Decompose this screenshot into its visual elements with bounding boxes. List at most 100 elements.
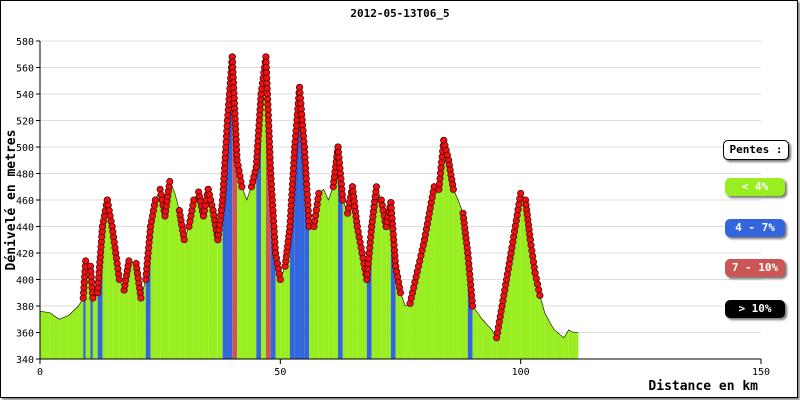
profile-segment: [376, 186, 382, 359]
y-axis-label: Dénivelé en metres: [4, 130, 19, 271]
profile-segment: [554, 329, 564, 359]
profile-segment: [448, 160, 454, 359]
profile-segment: [487, 324, 492, 359]
profile-segment: [410, 239, 425, 359]
profile-segment: [342, 200, 348, 359]
legend-title: Pentes :: [723, 140, 789, 160]
profile-segment: [381, 200, 387, 359]
data-point: [115, 275, 123, 284]
profile-segment: [568, 329, 574, 359]
y-tick-label: 400: [16, 276, 34, 287]
profile-segment: [563, 329, 569, 359]
profile-segment: [280, 266, 286, 359]
profile-segment: [184, 226, 190, 359]
profile-segment: [203, 189, 209, 359]
profile-segment: [169, 181, 175, 359]
profile-segment: [309, 226, 314, 359]
y-tick-label: 440: [16, 223, 34, 234]
data-point: [315, 189, 323, 197]
data-point: [276, 275, 284, 284]
profile-segment: [472, 306, 478, 359]
profile-segment: [237, 160, 242, 359]
y-tick-label: 580: [16, 37, 34, 48]
x-tick-label: 150: [752, 367, 770, 378]
x-tick-label: 100: [512, 367, 530, 378]
chart-title: 2012-05-13T06_5: [350, 7, 449, 20]
profile-segment: [347, 186, 353, 359]
profile-segment: [164, 181, 170, 359]
profile-segment: [313, 193, 319, 359]
profile-segment: [119, 279, 125, 359]
profile-segment: [333, 147, 339, 359]
data-point: [396, 289, 405, 297]
y-tick-label: 380: [16, 302, 34, 313]
profile-segment: [261, 56, 266, 360]
data-point: [166, 177, 174, 186]
profile-segment: [155, 189, 161, 359]
profile-segment: [193, 192, 199, 359]
y-tick-label: 560: [16, 64, 34, 75]
profile-segment: [92, 292, 98, 359]
data-point: [82, 257, 90, 265]
data-point: [469, 302, 477, 310]
data-point: [89, 294, 97, 302]
profile-segment: [405, 303, 411, 359]
x-tick-label: 50: [274, 367, 286, 378]
y-tick-label: 340: [16, 355, 34, 366]
data-point: [151, 196, 159, 204]
data-point: [372, 183, 381, 191]
profile-segment: [323, 189, 329, 359]
profile-segment: [443, 140, 449, 359]
profile-segment: [198, 192, 204, 359]
profile-segment: [544, 312, 550, 359]
legend-item-7-10: 7 - 10%: [725, 259, 785, 277]
profile-segment: [68, 306, 79, 359]
profile-segment: [328, 186, 334, 359]
data-point: [536, 291, 544, 299]
data-point: [339, 196, 347, 204]
x-axis-label: Distance en km: [648, 379, 758, 394]
profile-segment: [458, 200, 463, 359]
profile-segment: [107, 200, 113, 359]
profile-segment: [208, 189, 214, 359]
profile-segment: [386, 202, 391, 359]
y-tick-label: 500: [16, 143, 34, 154]
profile-segment: [160, 189, 165, 359]
profile-segment: [78, 298, 84, 359]
profile-segment: [241, 186, 247, 359]
y-tick-label: 520: [16, 117, 34, 128]
profile-segment: [438, 140, 444, 359]
profile-segment: [520, 193, 526, 359]
y-tick-label: 460: [16, 196, 34, 207]
profile-segment: [482, 319, 488, 359]
y-tick-label: 480: [16, 170, 34, 181]
profile-segment: [573, 332, 579, 359]
profile-segment: [434, 186, 439, 359]
profile-segment: [189, 200, 194, 359]
data-point: [125, 257, 133, 265]
x-tick-label: 0: [37, 367, 43, 378]
profile-segment: [128, 260, 137, 359]
profile-segment: [549, 321, 555, 359]
profile-segment: [511, 193, 521, 359]
data-point: [190, 196, 198, 204]
data-point: [449, 185, 457, 193]
data-point: [238, 183, 246, 191]
profile-segment: [174, 192, 180, 359]
profile-segment: [49, 312, 60, 359]
profile-segment: [179, 210, 185, 359]
legend-item-lt4: < 4%: [725, 178, 785, 196]
profile-segment: [59, 315, 69, 359]
y-tick-label: 540: [16, 90, 34, 101]
data-point: [180, 236, 188, 244]
data-point: [137, 294, 145, 302]
profile-segment: [400, 292, 406, 359]
profile-segment: [40, 311, 50, 359]
profile-segment: [453, 189, 459, 359]
profile-segment: [477, 312, 483, 359]
profile-segment: [246, 186, 252, 359]
legend-item-gt10: > 10%: [725, 300, 785, 318]
profile-segment: [213, 210, 218, 359]
profile-segment: [318, 189, 324, 359]
